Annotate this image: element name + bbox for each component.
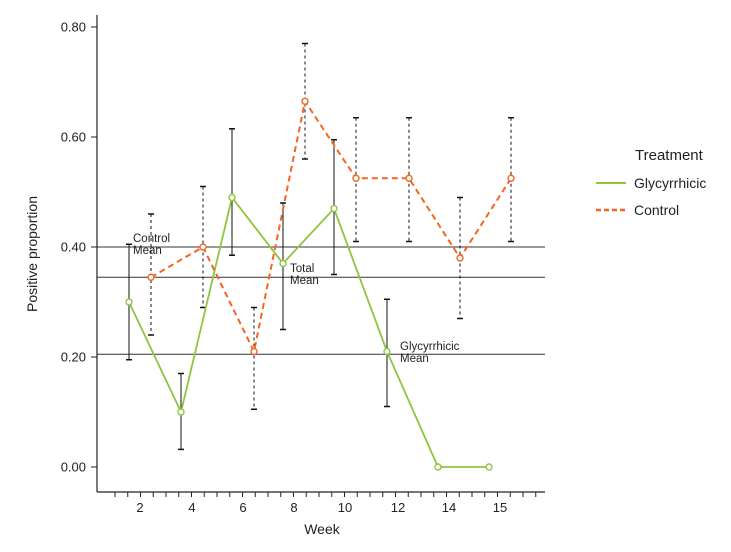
data-point-1-2 — [250, 347, 258, 356]
error-bar-1-3 — [302, 42, 308, 160]
data-point-1-3 — [301, 97, 309, 105]
legend-title: Treatment — [635, 147, 704, 164]
y-tick-label-2: 0.40 — [61, 240, 86, 255]
x-tick-label-6: 14 — [442, 500, 456, 515]
x-tick-label-5: 12 — [391, 500, 405, 515]
data-point-1-0 — [147, 273, 155, 281]
x-axis-title: Week — [304, 521, 341, 537]
reference-label-2-line2: Mean — [400, 353, 429, 365]
data-point-0-1 — [177, 408, 185, 416]
data-point-0-3 — [279, 259, 287, 268]
data-point-0-4 — [330, 204, 338, 213]
reference-label-0-line1: Control — [133, 233, 170, 245]
error-bar-0-2 — [229, 128, 235, 256]
y-tick-label-3: 0.60 — [61, 130, 86, 145]
series-line-0 — [128, 195, 489, 468]
data-point-1-1 — [199, 243, 207, 251]
x-tick-label-0: 2 — [136, 500, 143, 515]
data-point-1-7 — [507, 174, 515, 182]
data-point-1-4 — [352, 174, 360, 182]
x-tick-label-3: 8 — [290, 500, 297, 515]
legend-label-0: Glycyrrhicic — [634, 175, 706, 191]
y-tick-label-0: 0.00 — [61, 460, 86, 475]
x-tick-label-7: 15 — [493, 500, 507, 515]
data-point-0-6 — [434, 463, 442, 471]
reference-label-1-line2: Mean — [290, 275, 319, 287]
x-tick-label-4: 10 — [338, 500, 352, 515]
error-bar-1-2 — [251, 306, 257, 410]
legend-label-1: Control — [634, 202, 679, 218]
x-tick-label-2: 6 — [239, 500, 246, 515]
reference-label-0-line2: Mean — [133, 245, 162, 257]
data-point-0-0 — [125, 298, 133, 306]
data-point-0-5 — [383, 347, 391, 356]
x-tick-label-1: 4 — [188, 500, 195, 515]
data-point-0-7 — [485, 463, 493, 471]
data-point-1-5 — [405, 174, 413, 182]
data-point-0-2 — [228, 193, 236, 202]
reference-label-1-line1: Total — [290, 263, 314, 275]
y-tick-label-1: 0.20 — [61, 350, 86, 365]
y-tick-label-4: 0.80 — [61, 20, 86, 35]
reference-label-2-line1: Glycyrrhicic — [400, 341, 460, 353]
data-point-1-6 — [456, 254, 464, 262]
y-axis-title: Positive proportion — [24, 196, 40, 312]
